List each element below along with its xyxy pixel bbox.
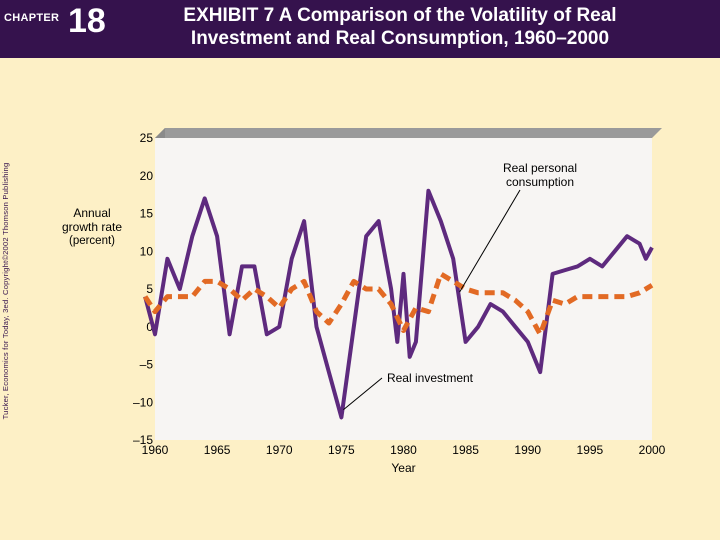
y-tick-label: –5 (140, 358, 154, 372)
exhibit-title: EXHIBIT 7 A Comparison of the Volatility… (130, 4, 670, 50)
x-tick-label: 1995 (577, 443, 604, 457)
x-tick-label: 1980 (390, 443, 417, 457)
chapter-label: CHAPTER (4, 12, 60, 24)
y-tick-label: 25 (140, 131, 154, 145)
chapter-number: 18 (68, 2, 106, 40)
y-tick-label: 0 (146, 320, 153, 334)
annotation-investment: Real investment (387, 371, 474, 385)
y-axis-label-line2: growth rate (61, 220, 123, 234)
y-axis-label-unit: (percent) (68, 235, 116, 247)
y-tick-label: 5 (146, 282, 153, 296)
x-tick-label: 1985 (452, 443, 479, 457)
x-tick-label: 1990 (514, 443, 541, 457)
annotation-consumption-line1: Real personal (503, 161, 577, 175)
y-tick-label: –15 (133, 433, 153, 447)
plot-top-face (155, 128, 662, 138)
x-tick-label: 1965 (204, 443, 231, 457)
annotation-consumption-leader (459, 189, 521, 293)
y-tick-label: 15 (140, 207, 154, 221)
y-tick-label: –10 (133, 395, 153, 409)
annotation-consumption-line2: consumption (506, 175, 574, 189)
y-tick-label: 20 (140, 169, 154, 183)
x-tick-label: 1975 (328, 443, 355, 457)
x-tick-label: 2000 (639, 443, 666, 457)
x-axis-label: Year (391, 461, 415, 475)
exhibit-title-line2: Investment and Real Consumption, 1960–20… (190, 28, 610, 49)
series-line-investment (143, 188, 654, 420)
y-axis-label: Annual growth rate (percent) (44, 206, 140, 248)
x-tick-label: 1960 (142, 443, 169, 457)
y-tick-label: 10 (140, 244, 154, 258)
y-axis-label-line1: Annual (73, 206, 111, 220)
exhibit-title-line1: EXHIBIT 7 A Comparison of the Volatility… (183, 5, 617, 26)
x-tick-label: 1970 (266, 443, 293, 457)
series-line-consumption (143, 271, 654, 337)
header-bar: CHAPTER 18 EXHIBIT 7 A Comparison of the… (0, 0, 720, 58)
annotation-investment-leader (343, 377, 383, 411)
